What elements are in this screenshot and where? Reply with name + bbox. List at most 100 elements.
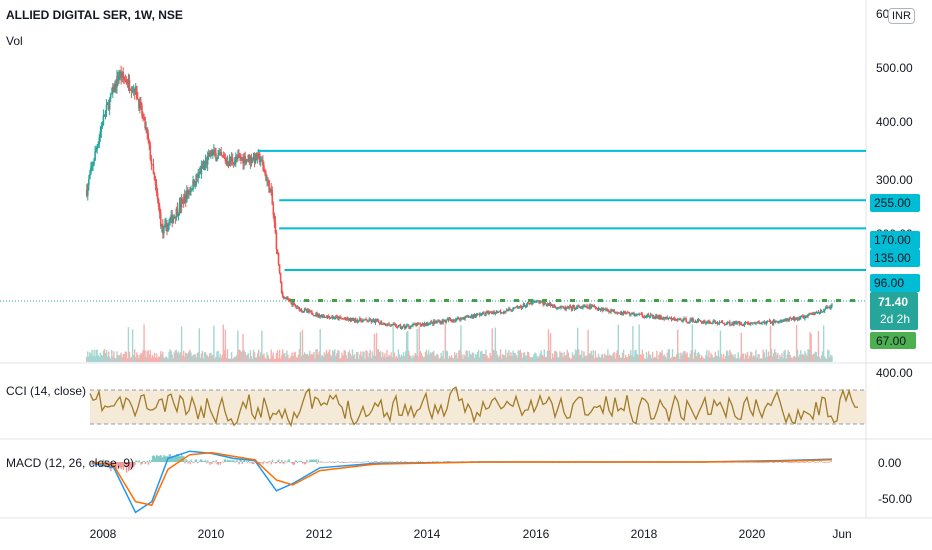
candle-body [138, 98, 140, 109]
price-tick-label: 400.00 [876, 115, 913, 129]
macd-histogram-bar [124, 462, 127, 465]
candle-body [587, 307, 589, 309]
macd-histogram-bar [811, 461, 814, 463]
volume-bar [743, 358, 746, 362]
volume-bar [724, 355, 727, 362]
candle-body [385, 325, 387, 327]
volume-bar [114, 357, 116, 362]
volume-bar [722, 354, 725, 362]
volume-bar [281, 349, 284, 362]
candle-body [758, 321, 760, 324]
volume-bar [558, 357, 560, 362]
candle-body [786, 318, 788, 321]
macd-histogram-bar [768, 461, 771, 463]
volume-bar [690, 350, 692, 362]
volume-bar [477, 349, 480, 362]
macd-legend[interactable]: MACD (12, 26, close, 9) [6, 456, 135, 470]
candle-body [688, 321, 690, 323]
volume-bar [116, 351, 118, 362]
cci-legend[interactable]: CCI (14, close) [6, 384, 87, 398]
macd-histogram-bar [334, 462, 336, 463]
volume-bar [804, 351, 806, 362]
macd-histogram-bar [112, 462, 114, 466]
candle-body [256, 153, 259, 161]
macd-histogram-bar [772, 462, 774, 463]
symbol-title[interactable]: ALLIED DIGITAL SER, 1W, NSE [6, 8, 183, 22]
level-tag [870, 194, 920, 212]
volume-bar [599, 357, 602, 362]
volume-bar [796, 349, 799, 362]
candle-body [602, 308, 605, 311]
volume-bar [691, 324, 694, 362]
volume-label[interactable]: Vol [6, 34, 23, 48]
volume-bar [250, 356, 253, 362]
volume-bar [650, 358, 653, 362]
volume-bar [324, 354, 327, 362]
candle-body [696, 320, 699, 323]
macd-histogram-bar [829, 461, 831, 462]
volume-bar [769, 325, 772, 362]
candle-body [686, 321, 688, 323]
volume-bar [112, 356, 114, 362]
candle-body [736, 322, 738, 324]
candle-body [391, 324, 393, 326]
candle-body [680, 319, 682, 321]
candle-body [98, 137, 101, 144]
volume-bar [826, 358, 828, 362]
candle-body [195, 175, 197, 186]
volume-bar [234, 356, 236, 362]
volume-bar [218, 357, 220, 362]
candle-body [608, 310, 610, 312]
macd-histogram-bar [137, 461, 139, 463]
candle-body [244, 156, 246, 164]
candle-body [285, 297, 287, 299]
volume-bar [628, 353, 630, 362]
volume-bar [321, 355, 324, 362]
candle-body [219, 152, 221, 154]
candle-body [189, 190, 191, 192]
volume-bar [742, 353, 745, 362]
volume-bar [746, 351, 749, 362]
level-marker [822, 299, 827, 302]
candle-body [355, 320, 358, 322]
macd-histogram-bar [221, 461, 224, 462]
volume-bar [349, 353, 352, 362]
candle-body [572, 306, 575, 308]
candle-body [564, 307, 566, 310]
candle-body [134, 86, 137, 95]
candle-body [203, 164, 206, 166]
candle-body [652, 316, 655, 318]
volume-bar [695, 355, 698, 362]
candle-body [682, 320, 684, 322]
volume-bar [770, 349, 773, 362]
volume-bar [201, 350, 204, 362]
candle-body [200, 166, 203, 175]
candle-body [489, 311, 491, 313]
volume-bar [200, 353, 203, 362]
volume-bar [610, 355, 612, 362]
candle-body [336, 316, 338, 318]
candle-body [504, 310, 507, 313]
macd-histogram-bar [379, 462, 381, 463]
candle-body [304, 309, 307, 311]
volume-bar [125, 351, 128, 362]
candle-body [245, 159, 248, 164]
candle-body [568, 306, 571, 309]
macd-histogram-bar [320, 462, 323, 463]
volume-bar [593, 358, 596, 362]
candle-body [243, 156, 245, 164]
volume-bar [748, 355, 751, 362]
volume-bar [296, 358, 298, 362]
candle-body [209, 150, 212, 157]
macd-histogram-bar [193, 462, 196, 463]
volume-bar [284, 352, 286, 362]
candle-body [108, 98, 111, 110]
volume-bar [557, 356, 559, 362]
currency-badge[interactable]: INR [888, 8, 915, 24]
volume-bar [119, 354, 121, 362]
candle-body [720, 321, 723, 323]
candle-body [427, 324, 430, 326]
volume-bar [666, 352, 669, 362]
volume-bar [421, 355, 424, 362]
